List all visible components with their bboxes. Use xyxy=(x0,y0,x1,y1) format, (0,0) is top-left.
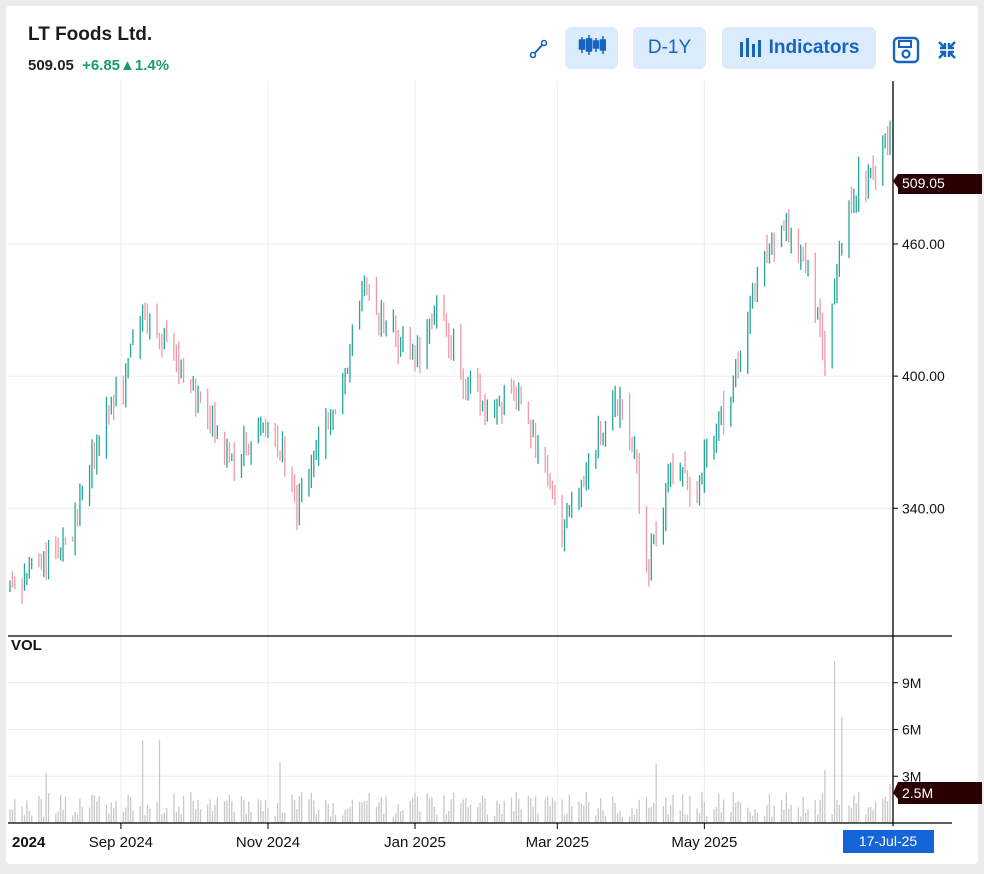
time-tick-label: Jan 2025 xyxy=(384,834,446,851)
time-tick-label: Sep 2024 xyxy=(89,834,153,851)
candles-series xyxy=(9,120,891,604)
last-volume-tag-text: 2.5M xyxy=(902,785,933,801)
volume-tick-label: 3M xyxy=(902,768,921,784)
time-tick-label: Nov 2024 xyxy=(236,834,300,851)
time-axis: 2024 Sep 2024 Nov 2024 Jan 2025 Mar 2025 May … xyxy=(12,823,737,851)
last-date-tag: 17-Jul-25 xyxy=(843,830,934,853)
chart-type-button[interactable] xyxy=(565,27,618,69)
price-tick-label: 460.00 xyxy=(902,236,945,252)
volume-axis: 3M 6M 9M xyxy=(893,675,921,784)
chart-card xyxy=(6,6,978,864)
up-arrow-icon: ▲ xyxy=(120,57,135,74)
last-price-tag: 509.05 xyxy=(893,174,982,194)
last-price: 509.05 xyxy=(28,57,74,74)
price-axis: 340.00 400.00 460.00 xyxy=(893,236,945,516)
indicators-label: Indicators xyxy=(768,37,860,58)
price-tick-label: 400.00 xyxy=(902,368,945,384)
last-date-tag-text: 17-Jul-25 xyxy=(859,833,918,849)
volume-tick-label: 6M xyxy=(902,722,921,738)
price-tick-label: 340.00 xyxy=(902,500,945,516)
save-icon[interactable] xyxy=(890,34,922,66)
time-tick-label: 2024 xyxy=(12,834,46,851)
bar-chart-icon xyxy=(739,38,761,58)
indicators-button[interactable]: Indicators xyxy=(722,27,876,69)
time-tick-label: Mar 2025 xyxy=(526,834,589,851)
volume-tick-label: 9M xyxy=(902,675,921,691)
instrument-title: LT Foods Ltd. xyxy=(28,24,153,45)
candlestick-icon xyxy=(578,34,606,62)
range-button[interactable]: D-1Y xyxy=(633,27,706,69)
price-quote: 509.05 +6.85▲1.4% xyxy=(28,57,169,74)
volume-panel-label: VOL xyxy=(11,637,42,654)
volume-series xyxy=(9,660,891,823)
price-change: +6.85▲1.4% xyxy=(82,57,169,74)
change-value: +6.85 xyxy=(82,57,121,74)
draw-line-icon[interactable] xyxy=(526,36,552,62)
collapse-icon[interactable] xyxy=(934,37,960,63)
last-volume-tag: 2.5M xyxy=(893,782,982,804)
change-percent: 1.4% xyxy=(134,57,170,74)
time-tick-label: May 2025 xyxy=(671,834,737,851)
last-price-tag-text: 509.05 xyxy=(902,175,945,191)
chart-grid xyxy=(8,81,893,823)
